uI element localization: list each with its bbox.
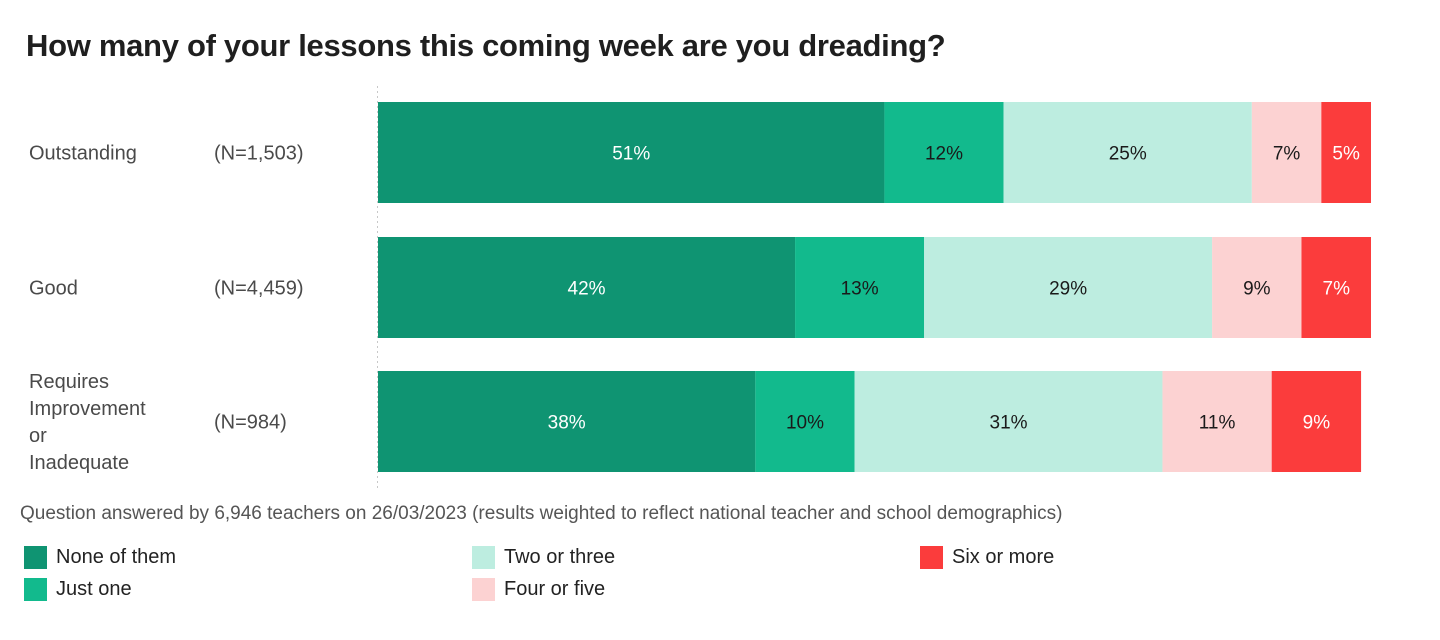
legend-label: Just one <box>56 578 132 600</box>
bar-segment <box>1003 102 1252 203</box>
category-n-label: (N=984) <box>214 412 287 434</box>
legend-item: Four or five <box>472 578 605 601</box>
bar-segment <box>378 237 796 338</box>
legend-item: Just one <box>24 578 132 601</box>
bar-segment <box>755 371 855 472</box>
bar-value-label: 38% <box>548 413 586 434</box>
chart-footnote: Question answered by 6,946 teachers on 2… <box>20 503 1063 524</box>
bar-value-label: 25% <box>1109 144 1147 165</box>
legend-label: Four or five <box>504 578 606 600</box>
bar-segment <box>378 102 885 203</box>
legend-swatch <box>472 578 495 601</box>
bar-value-label: 9% <box>1303 413 1331 434</box>
bar-segment <box>378 371 756 472</box>
bar-segment <box>1301 237 1371 338</box>
bar-segment <box>1271 371 1362 472</box>
bar-segment <box>795 237 925 338</box>
legend-item: Six or more <box>920 546 1054 569</box>
legend-label: None of them <box>56 546 177 568</box>
legend-swatch <box>24 578 47 601</box>
bar-value-label: 11% <box>1199 413 1236 434</box>
bar-segment <box>884 102 1004 203</box>
legend-label: Six or more <box>952 546 1055 568</box>
bar-segment <box>1162 371 1272 472</box>
bar-value-label: 29% <box>1049 279 1087 300</box>
bar-segment <box>854 371 1163 472</box>
category-n-label: (N=4,459) <box>214 278 304 300</box>
legend-item: Two or three <box>472 546 615 569</box>
bar-segment <box>1321 102 1371 203</box>
bar-segment <box>924 237 1213 338</box>
stacked-bar-chart: 51% 12% 25% 7% 5% 42% 13% 29% 9% 7% 38% 10% 31% 11% 9%… <box>29 86 1371 488</box>
bar-segment <box>1212 237 1302 338</box>
legend-swatch <box>472 546 495 569</box>
legend-swatch <box>24 546 47 569</box>
category-label: Requires Improvement or Inadequate <box>29 371 146 474</box>
legend-label: Two or three <box>504 546 616 568</box>
category-n-label: (N=1,503) <box>214 143 304 165</box>
legend-swatch <box>920 546 943 569</box>
bar-value-label: 5% <box>1332 144 1360 165</box>
legend-item: None of them <box>24 546 176 569</box>
bar-value-label: 7% <box>1273 144 1301 165</box>
bar-value-label: 7% <box>1323 279 1351 300</box>
category-label: Outstanding <box>29 143 137 165</box>
bar-value-label: 51% <box>612 144 650 165</box>
bar-value-label: 13% <box>841 279 879 300</box>
category-label: Good <box>29 278 78 300</box>
bar-value-label: 12% <box>925 144 963 165</box>
bar-segment <box>1251 102 1322 203</box>
chart-title: How many of your lessons this coming wee… <box>26 28 946 63</box>
bar-value-label: 42% <box>568 279 606 300</box>
bar-value-label: 10% <box>786 413 824 434</box>
bar-value-label: 31% <box>990 413 1028 434</box>
bar-value-label: 9% <box>1243 279 1271 300</box>
